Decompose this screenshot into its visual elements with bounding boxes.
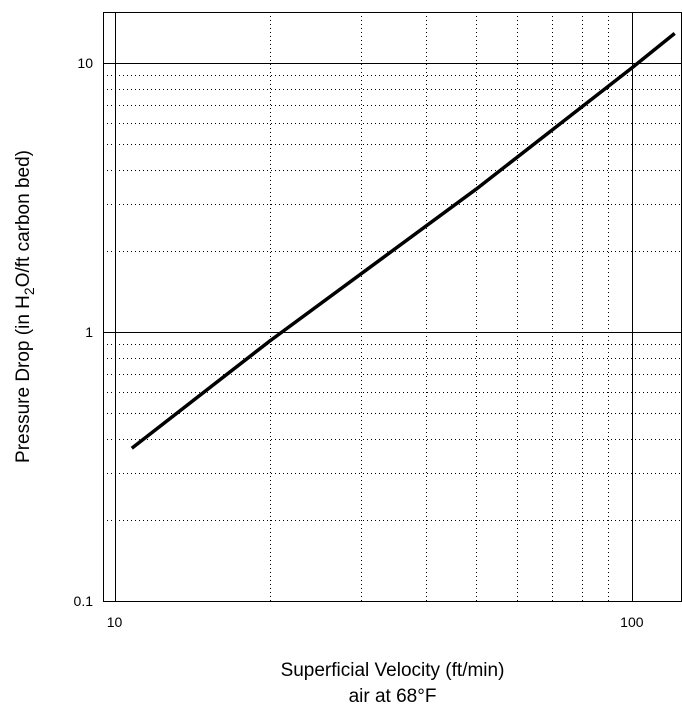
series-layer bbox=[130, 32, 676, 450]
tick-labels: 10 100 0.1 1 10 bbox=[74, 55, 644, 630]
plot-frame bbox=[103, 12, 682, 602]
x-axis-subtitle: air at 68°F bbox=[349, 686, 437, 707]
pressure-drop-series-line bbox=[130, 32, 676, 450]
y-axis-title-prefix: Pressure Drop (in H bbox=[13, 295, 34, 463]
x-tick-label: 100 bbox=[620, 614, 644, 630]
y-axis-title: Pressure Drop (in H2O/ft carbon bed) bbox=[13, 150, 37, 463]
x-tick-label: 10 bbox=[107, 614, 123, 630]
grid bbox=[103, 12, 682, 602]
x-axis-title: Superficial Velocity (ft/min) bbox=[281, 660, 505, 681]
y-tick-label: 10 bbox=[77, 55, 93, 71]
y-tick-label: 1 bbox=[85, 324, 93, 340]
y-tick-label: 0.1 bbox=[74, 593, 94, 609]
y-axis-title-subscript: 2 bbox=[21, 287, 37, 295]
y-axis-title-suffix: O/ft carbon bed) bbox=[13, 150, 34, 287]
